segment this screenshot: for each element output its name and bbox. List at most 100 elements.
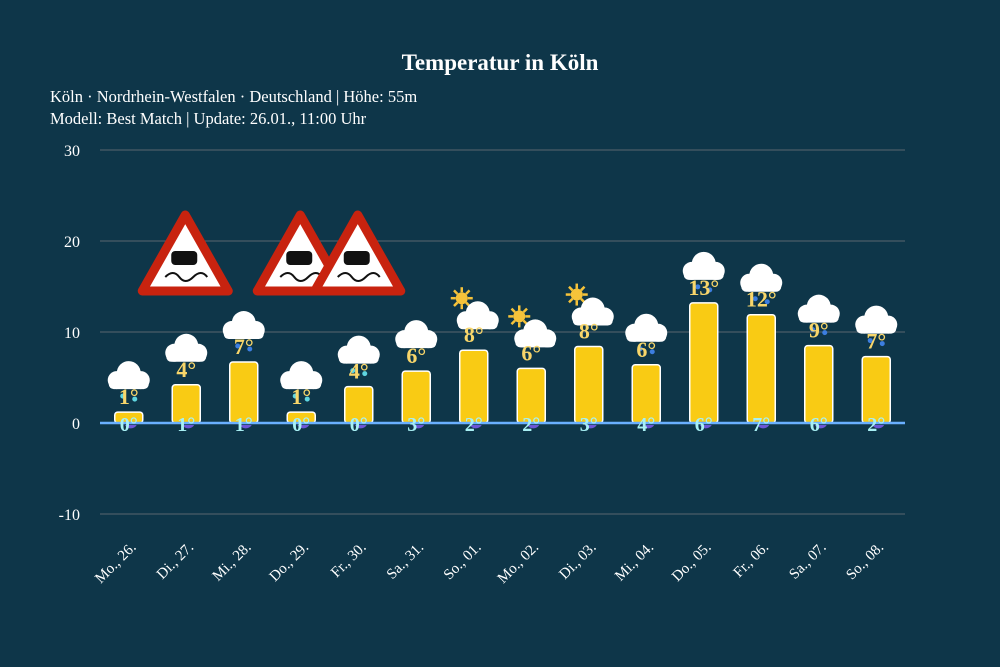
min-temp-label: 0°	[120, 414, 138, 436]
sun-ray	[580, 285, 586, 292]
moon-icon	[527, 425, 540, 429]
x-tick-label: Sa., 31.	[384, 540, 427, 583]
max-temp-label: 1°	[119, 384, 139, 409]
precip-dot	[292, 393, 298, 399]
precip-dot	[132, 396, 138, 402]
precip-dot	[764, 299, 770, 305]
precip-dot	[120, 393, 126, 399]
precip-dot	[637, 346, 643, 352]
min-temp-label: 3°	[407, 414, 425, 436]
max-temp-label: 13°	[688, 275, 719, 300]
sun-core	[455, 292, 468, 305]
min-temp-label: 3°	[580, 414, 598, 436]
min-temp-label: 2°	[867, 414, 885, 436]
cloud-base	[223, 328, 264, 340]
cloud-icon	[222, 311, 265, 340]
sun-ray	[510, 307, 516, 314]
precip-dot	[707, 287, 713, 293]
model-subtitle: Modell: Best Match | Update: 26.01., 11:…	[50, 109, 367, 128]
sun-icon	[565, 283, 588, 306]
max-temp-label: 12°	[746, 287, 777, 312]
chart-title: Temperatur in Köln	[401, 50, 599, 75]
x-tick-label: Di., 03.	[556, 540, 599, 583]
x-tick-label: Fr., 30.	[328, 540, 369, 581]
max-temp-label: 8°	[464, 322, 484, 347]
x-tick-label: Do., 05.	[669, 540, 714, 585]
temperature-bar	[459, 349, 489, 424]
skid-marks	[279, 272, 324, 282]
cloud-icon	[514, 319, 557, 348]
x-tick-label: Do., 29.	[267, 540, 312, 585]
x-tick-label: Mi., 28.	[210, 540, 255, 585]
cloud-base	[572, 314, 613, 326]
sun-ray	[453, 289, 459, 295]
location-subtitle: Köln · Nordrhein-Westfalen · Deutschland…	[50, 87, 418, 106]
x-tick-label: Di., 27.	[154, 540, 197, 583]
max-temp-label: 6°	[636, 337, 656, 362]
precip-dot	[810, 327, 816, 333]
temperature-bar	[574, 345, 604, 424]
precip-dot	[362, 371, 368, 377]
precip-dot	[235, 343, 241, 349]
cloud-base	[856, 322, 897, 334]
max-temp-label: 6°	[521, 340, 541, 365]
moon-icon	[872, 425, 885, 429]
cloud-base	[457, 318, 498, 330]
y-tick-label: 30	[64, 143, 80, 160]
moon-icon	[814, 425, 827, 429]
max-temp-label: 8°	[579, 319, 599, 344]
sun-ray	[568, 297, 574, 304]
max-temp-label: 7°	[866, 329, 886, 354]
moon-icon	[584, 425, 597, 429]
cloud-icon	[625, 313, 668, 342]
max-temp-label: 9°	[809, 318, 829, 343]
slippery-road-warning-icon	[310, 210, 406, 296]
cloud-icon	[797, 294, 840, 323]
temperature-bar	[689, 302, 719, 424]
max-temp-label: 4°	[349, 359, 369, 384]
min-temp-label: 4°	[637, 414, 655, 436]
cloud-icon	[571, 297, 614, 326]
x-tick-label: Mi., 04.	[612, 540, 657, 585]
cloud-base	[683, 268, 724, 280]
min-temp-label: 6°	[810, 414, 828, 436]
car-shape	[171, 251, 198, 265]
min-temp-label: 2°	[465, 414, 483, 436]
sun-core	[513, 310, 526, 323]
moon-icon	[469, 425, 482, 429]
temperature-bar	[746, 313, 776, 424]
sun-ray	[568, 285, 574, 292]
cloud-icon	[165, 333, 208, 362]
cloud-icon	[456, 301, 499, 330]
moon-icon	[124, 425, 137, 429]
precip-dot	[822, 330, 828, 336]
precip-dot	[879, 341, 885, 347]
moon-icon	[642, 425, 655, 429]
skid-marks	[164, 272, 209, 282]
sun-ray	[522, 307, 528, 314]
cloud-base	[515, 336, 556, 348]
precip-dot	[304, 396, 310, 402]
moon-icon	[699, 425, 712, 429]
moon-icon	[412, 425, 425, 429]
max-temp-label: 7°	[234, 334, 254, 359]
moon-icon	[757, 425, 770, 429]
sun-ray	[510, 319, 516, 326]
cloud-icon	[337, 335, 380, 364]
precip-dot	[867, 338, 873, 344]
precip-dot	[752, 296, 758, 302]
min-temp-label: 7°	[752, 414, 770, 436]
min-temp-label: 6°	[695, 414, 713, 436]
cloud-base	[108, 378, 149, 390]
min-temp-label: 0°	[292, 414, 310, 436]
precip-dot	[350, 368, 356, 374]
moon-icon	[182, 425, 195, 429]
sun-icon	[450, 287, 473, 310]
y-tick-label: 10	[64, 325, 80, 342]
min-temp-label: 1°	[235, 414, 253, 436]
temperature-bar	[804, 344, 834, 424]
y-tick-label: 0	[72, 416, 80, 433]
min-temp-label: 1°	[177, 414, 195, 436]
sun-ray	[465, 289, 471, 295]
